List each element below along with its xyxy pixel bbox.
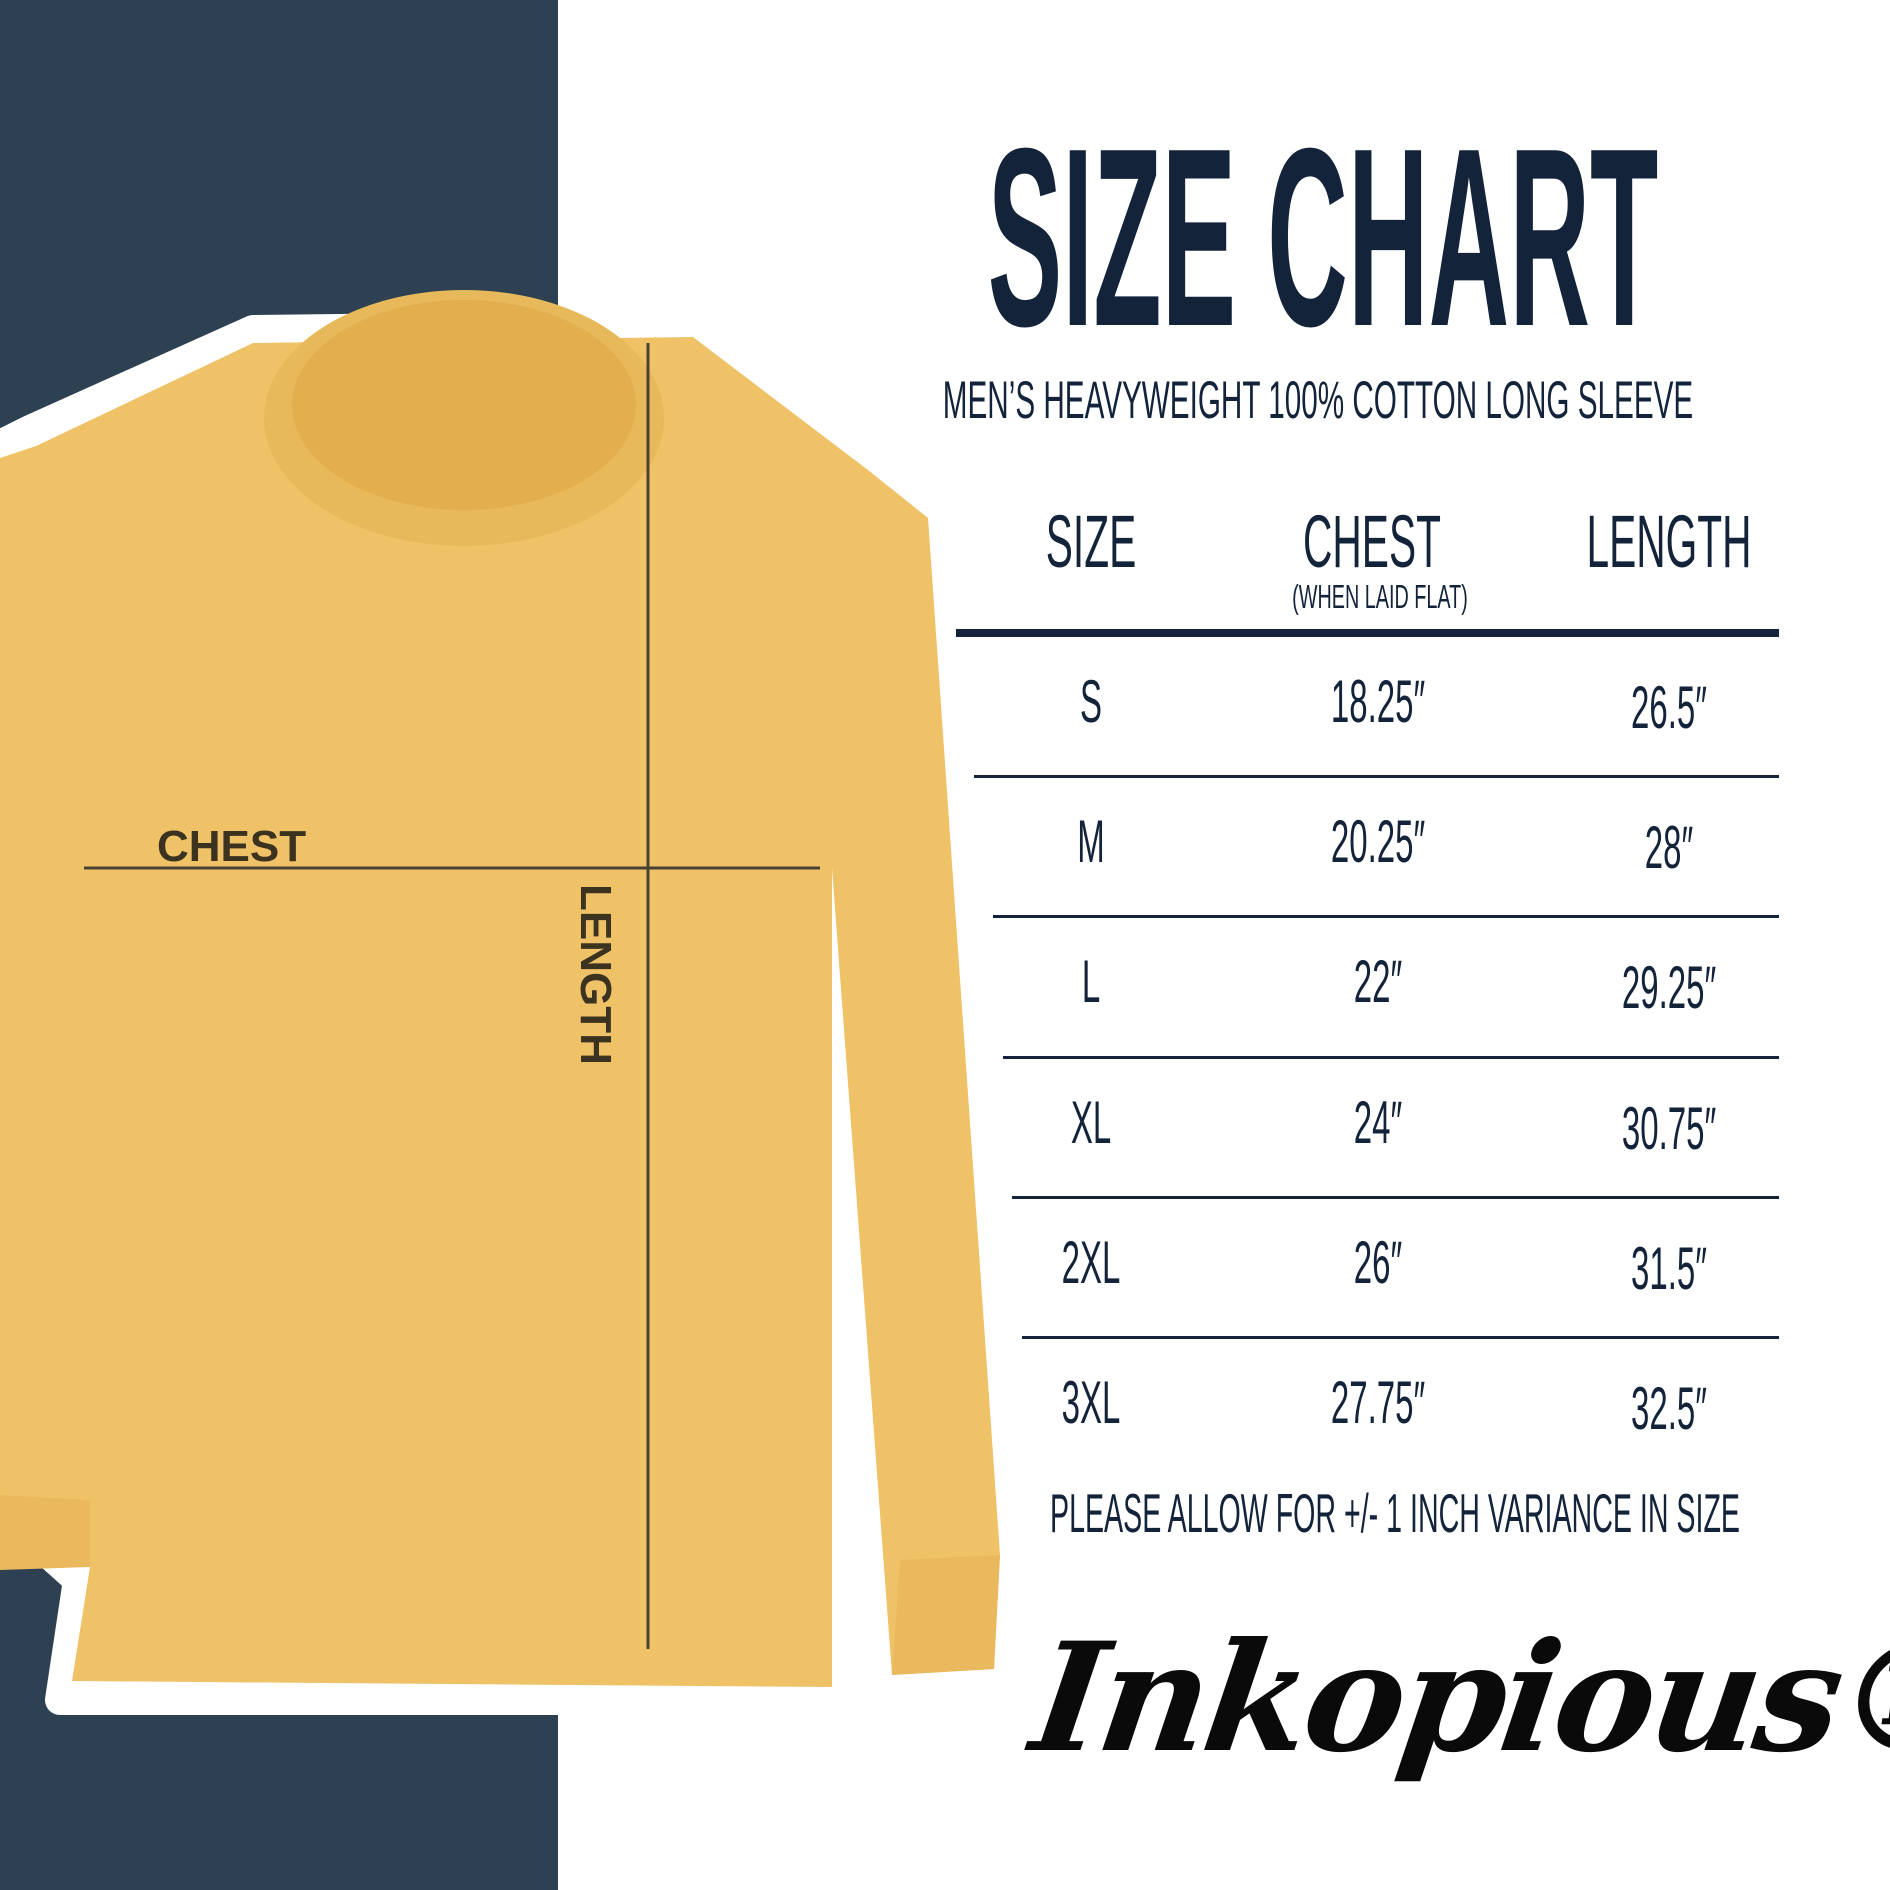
chest-diagram-label: CHEST: [157, 822, 307, 871]
sleeve-cuff-right: [892, 1555, 1000, 1675]
length-diagram-label: LENGTH: [571, 884, 620, 1065]
row-divider: [1012, 1196, 1779, 1199]
shirt-body: [0, 337, 1000, 1687]
row-divider: [1003, 1056, 1779, 1059]
row-divider: [993, 915, 1779, 918]
inkopious-logo: Inkopious®: [1022, 1610, 1890, 1786]
row-divider: [1022, 1336, 1779, 1339]
sleeve-cuff-left: [0, 1495, 90, 1570]
shirt-neck-inner: [292, 300, 636, 510]
row-divider: [974, 775, 1779, 778]
header-divider: [956, 629, 1779, 637]
